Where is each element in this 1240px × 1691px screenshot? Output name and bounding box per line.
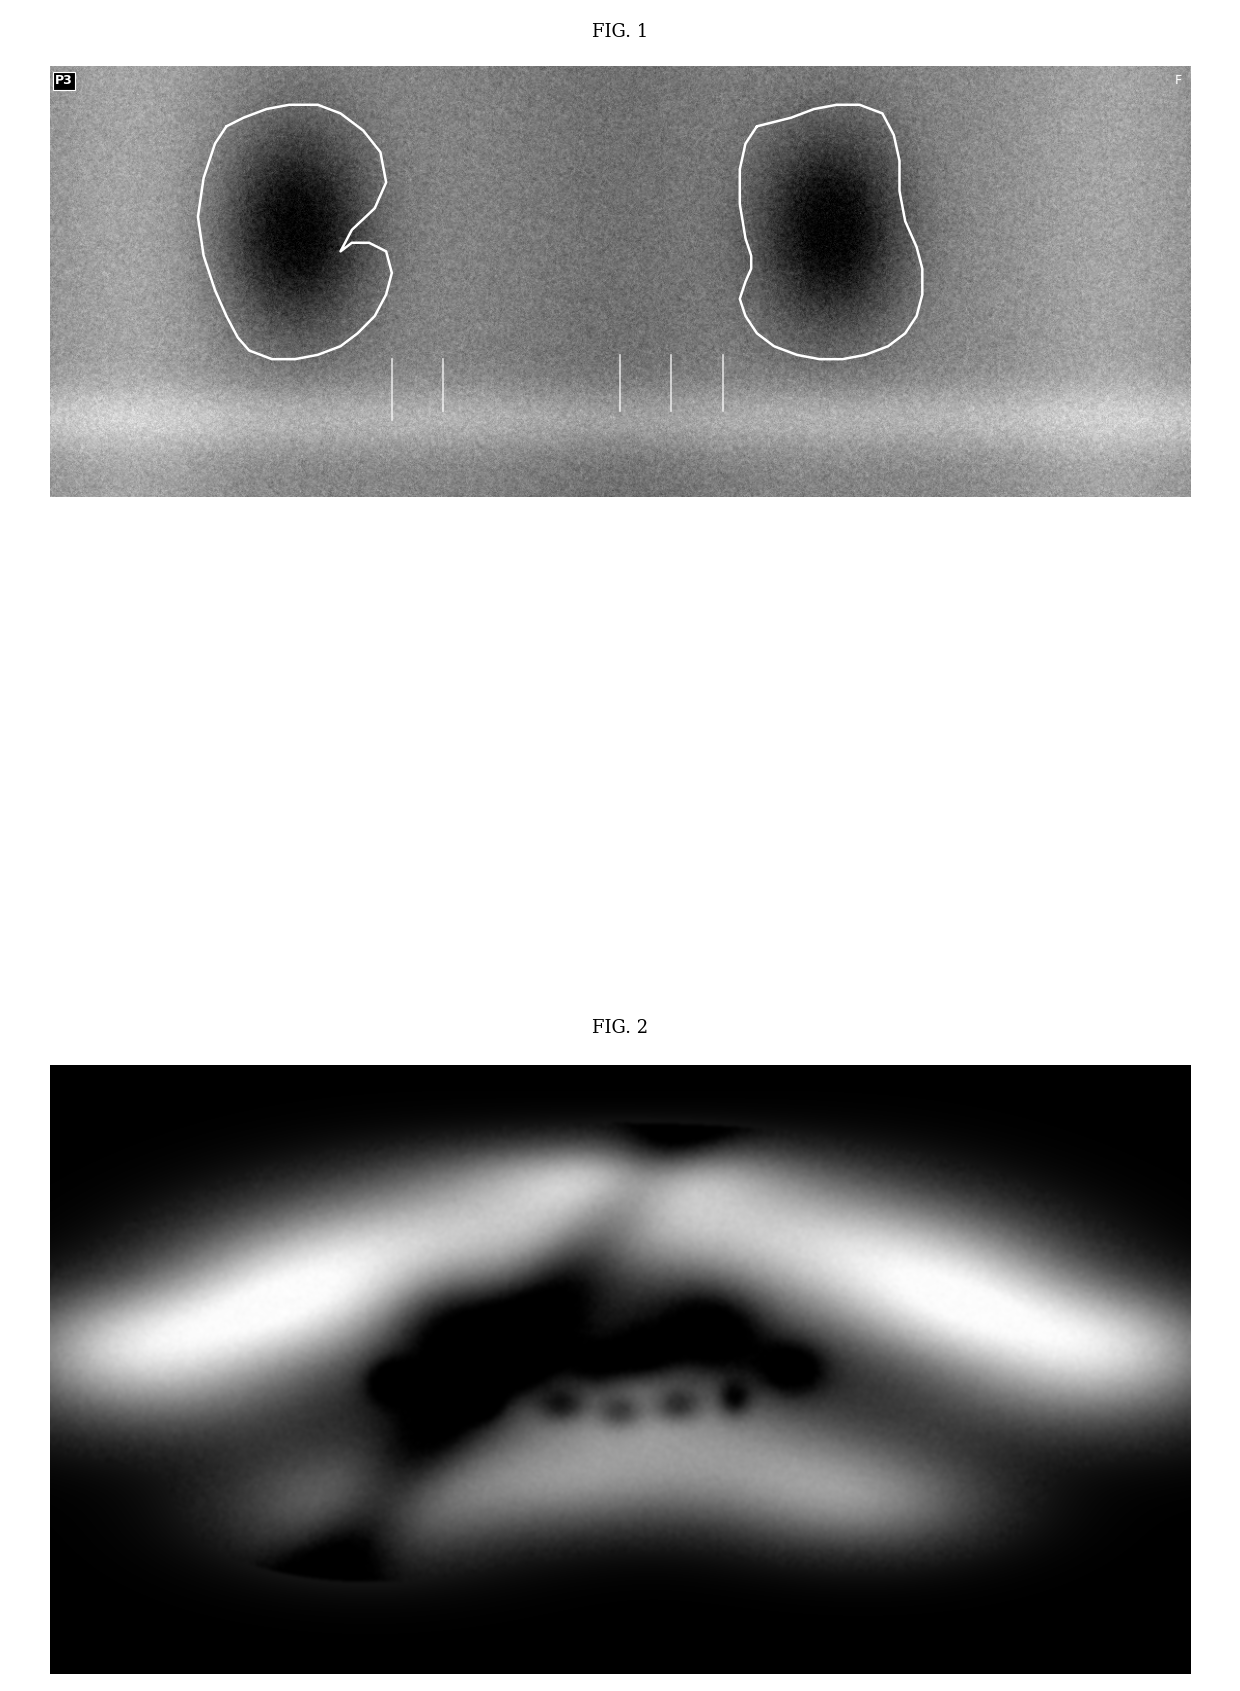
Text: FIG. 1: FIG. 1 bbox=[591, 24, 649, 41]
Text: F: F bbox=[1176, 74, 1182, 88]
Text: P3: P3 bbox=[55, 74, 72, 88]
Text: FIG. 2: FIG. 2 bbox=[591, 1018, 649, 1037]
